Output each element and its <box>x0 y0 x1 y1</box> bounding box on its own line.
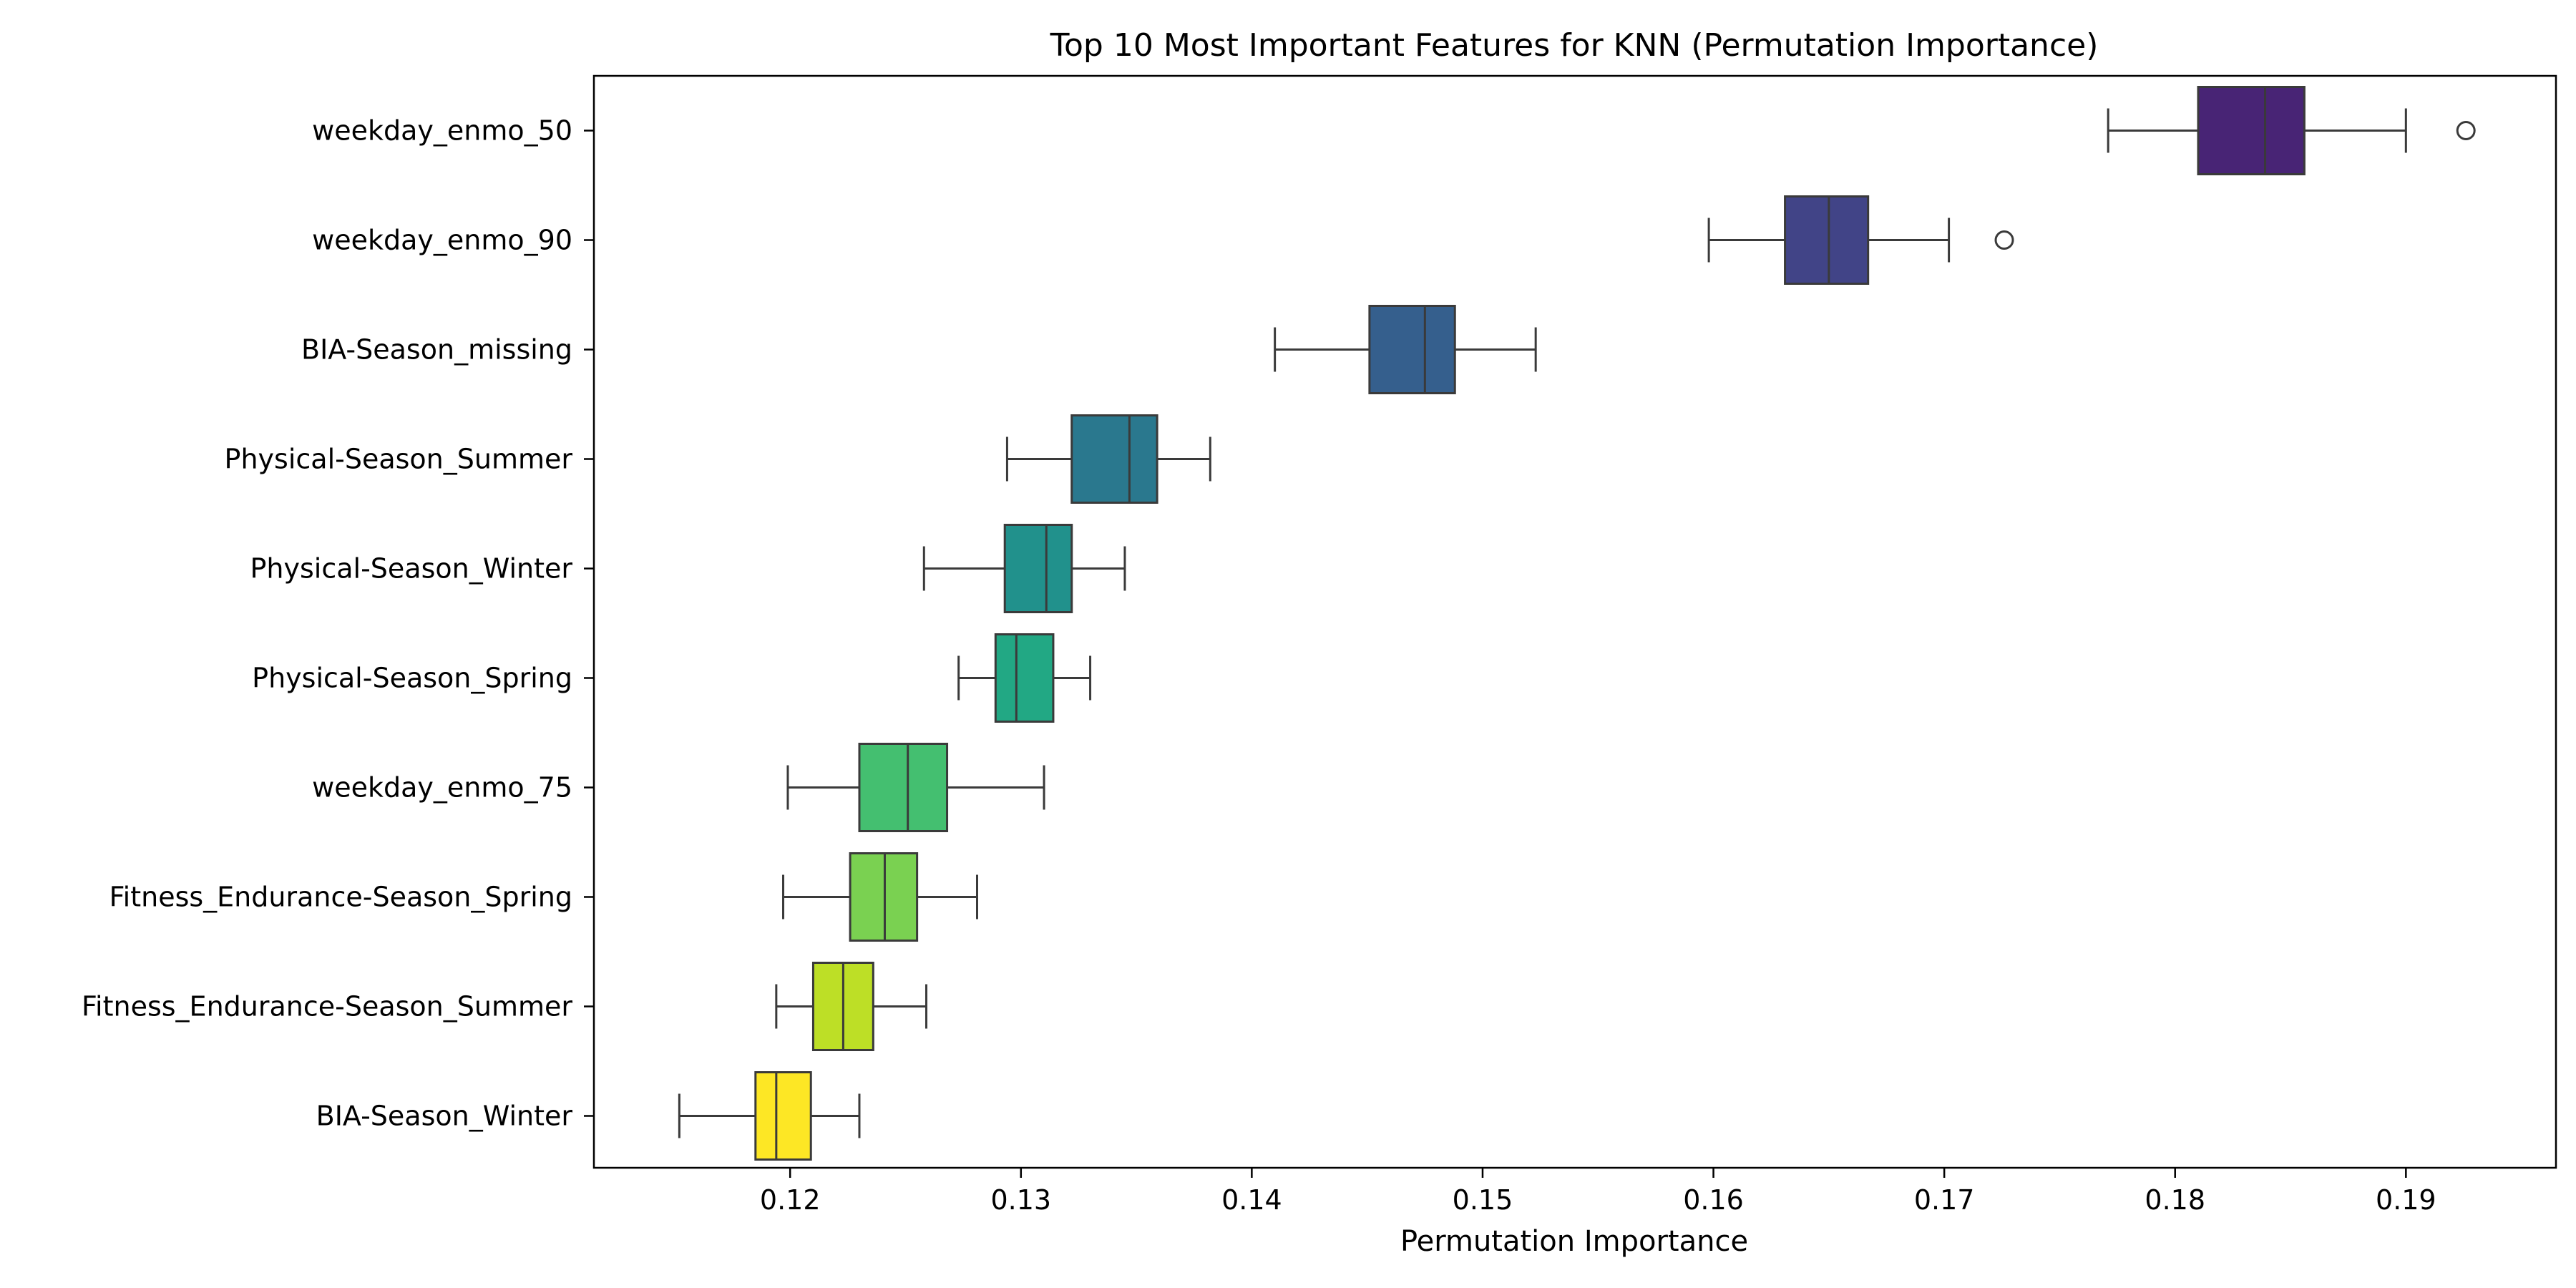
y-tick-label: Fitness_Endurance-Season_Spring <box>109 882 572 913</box>
outlier-point <box>1994 230 2014 250</box>
box <box>1368 305 1456 394</box>
x-tick-label: 0.12 <box>760 1184 821 1216</box>
y-tick-label: Physical-Season_Spring <box>252 663 572 694</box>
y-tick-label: weekday_enmo_90 <box>312 225 572 256</box>
x-tick-label: 0.13 <box>990 1184 1051 1216</box>
plot-frame <box>592 74 2557 1169</box>
x-tick-label: 0.14 <box>1221 1184 1282 1216</box>
box <box>2197 86 2306 175</box>
y-tick-label: Physical-Season_Winter <box>250 553 573 585</box>
y-tick-label: Fitness_Endurance-Season_Summer <box>82 991 572 1023</box>
plot-area: 0.12 0.13 0.14 0.15 0.16 0.17 0.18 0.19 weekday_… <box>82 74 2557 1216</box>
box <box>849 852 919 942</box>
x-tick-label: 0.16 <box>1683 1184 1744 1216</box>
x-tick-label: 0.19 <box>2376 1184 2436 1216</box>
y-tick-label: weekday_enmo_75 <box>312 772 572 804</box>
outlier-point <box>2456 121 2476 140</box>
x-tick-label: 0.18 <box>2145 1184 2205 1216</box>
y-tick-label: BIA-Season_missing <box>301 334 572 366</box>
y-tick-label: Physical-Season_Summer <box>225 444 573 475</box>
y-tick-label: BIA-Season_Winter <box>316 1101 573 1132</box>
box <box>1003 524 1073 613</box>
box <box>1070 414 1158 504</box>
x-tick-label: 0.17 <box>1914 1184 1975 1216</box>
box <box>754 1071 812 1161</box>
chart-title: Top 10 Most Important Features for KNN (… <box>1050 27 2099 64</box>
y-tick-label: weekday_enmo_50 <box>312 115 572 147</box>
box <box>1784 195 1870 285</box>
box <box>858 743 949 832</box>
box <box>994 633 1055 723</box>
x-axis-label: Permutation Importance <box>1400 1225 1748 1258</box>
x-tick-label: 0.15 <box>1453 1184 1513 1216</box>
